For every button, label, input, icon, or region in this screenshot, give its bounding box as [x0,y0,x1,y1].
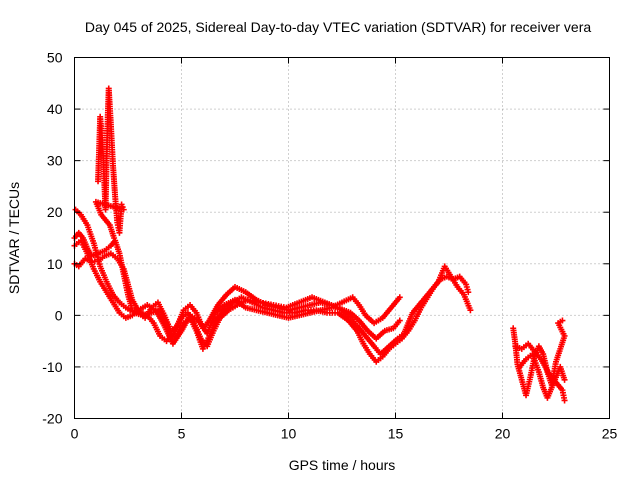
x-tick-label: 20 [495,426,511,442]
y-axis-label: SDTVAR / TECUs [6,182,22,294]
y-tick-label: 0 [55,307,63,323]
chart-title: Day 045 of 2025, Sidereal Day-to-day VTE… [85,19,591,35]
x-tick-label: 0 [71,426,79,442]
data-point [467,307,474,314]
data-point [396,294,403,301]
x-tick-label: 10 [281,426,297,442]
tick-labels: 0 5 10 15 20 25 -20 -10 0 10 20 30 40 50 [42,50,617,442]
x-tick-label: 15 [388,426,404,442]
y-tick-label: 40 [47,101,63,117]
y-tick-label: 50 [47,50,63,66]
x-tick-label: 5 [178,426,186,442]
y-tick-label: 10 [47,256,63,272]
data-point [465,289,472,296]
y-tick-label: -20 [42,411,62,427]
data-points [71,85,568,404]
x-axis-label: GPS time / hours [289,457,396,473]
y-tick-label: 30 [47,153,63,169]
x-tick-label: 25 [602,426,618,442]
grid-lines [74,57,610,419]
y-tick-label: -10 [42,359,62,375]
data-point [396,317,403,324]
plot-frame [74,57,610,419]
data-point [111,235,118,241]
data-point [561,397,568,404]
y-tick-label: 20 [47,204,63,220]
data-point [559,317,566,324]
data-point [561,376,568,383]
axis-ticks [74,57,610,419]
